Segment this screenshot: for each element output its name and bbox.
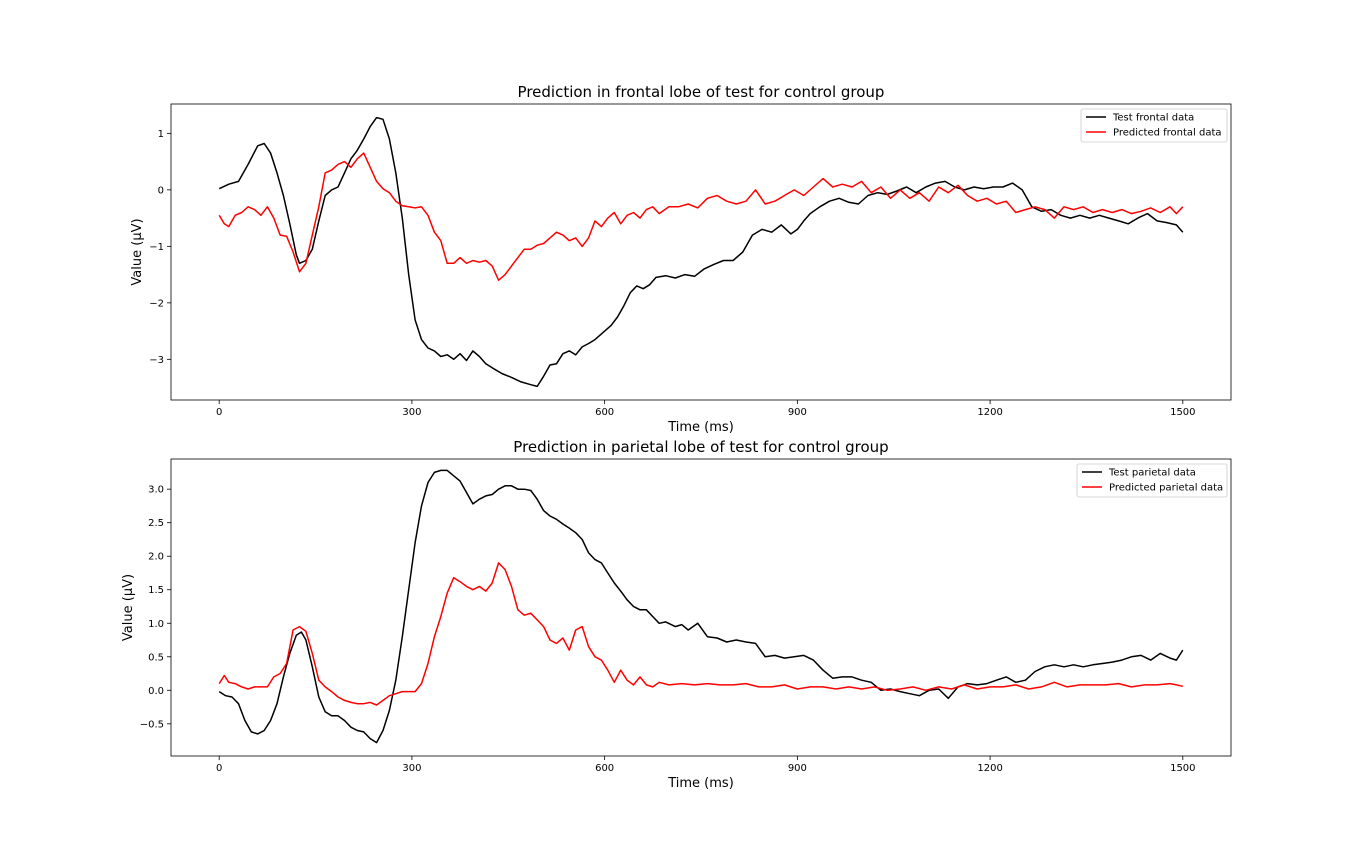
y-tick-label: 0 [158,185,164,196]
plot-frame [170,103,1232,401]
x-tick-label: 1200 [977,407,1002,418]
x-tick-label: 0 [216,763,222,774]
legend-frame [1076,463,1228,498]
series-line-1 [218,469,1184,744]
y-tick-label: −3 [149,355,164,366]
y-tick-label: 3.0 [148,485,164,496]
x-tick-label: 900 [788,763,807,774]
plot-frame [170,458,1232,757]
y-tick-label: −0.5 [140,719,164,730]
x-tick-label: 0 [216,407,222,418]
x-tick-label: 600 [595,407,614,418]
legend-label: Test parietal data [1108,468,1196,479]
series-line-2 [218,562,1183,706]
y-tick-label: −1 [149,242,164,253]
y-tick-label: 2.5 [148,518,164,529]
y-tick-label: 0.5 [148,652,164,663]
chart-1: 0 300 600 900 1200 1500 −3 −2 −1 0 1 Prediction in … [130,83,1232,435]
x-tick-label: 900 [788,407,807,418]
legend: Test frontal data Predicted frontal data [1080,108,1228,143]
x-tick-label: 1200 [977,763,1002,774]
x-axis-label: Time (ms) [667,776,734,791]
chart-2: 0 300 600 900 1200 1500 −0.5 0.0 0.5 1.0 1.5 2.0 2.5… [121,438,1232,791]
x-tick-label: 300 [402,407,421,418]
y-tick-label: 0.0 [148,686,164,697]
y-axis-label: Value (μV) [121,574,136,641]
x-tick-label: 1500 [1170,407,1195,418]
y-tick-label: −2 [149,298,164,309]
x-tick-label: 600 [595,763,614,774]
x-tick-label: 1500 [1170,763,1195,774]
y-tick-label: 1.5 [148,585,164,596]
series-line-2 [218,152,1184,281]
legend-label: Predicted parietal data [1109,483,1223,494]
legend: Test parietal data Predicted parietal dat… [1076,463,1228,498]
series-line-1 [218,116,1184,388]
y-tick-label: 1.0 [148,619,164,630]
chart-title: Prediction in frontal lobe of test for c… [518,83,885,101]
legend-frame [1080,108,1228,143]
y-tick-label: 1 [158,129,164,140]
legend-label: Test frontal data [1112,113,1194,124]
x-tick-label: 300 [402,763,421,774]
y-tick-label: 2.0 [148,552,164,563]
legend-label: Predicted frontal data [1113,128,1222,139]
y-axis-label: Value (μV) [130,218,145,285]
x-axis-label: Time (ms) [667,420,734,435]
chart-title: Prediction in parietal lobe of test for … [513,438,888,456]
